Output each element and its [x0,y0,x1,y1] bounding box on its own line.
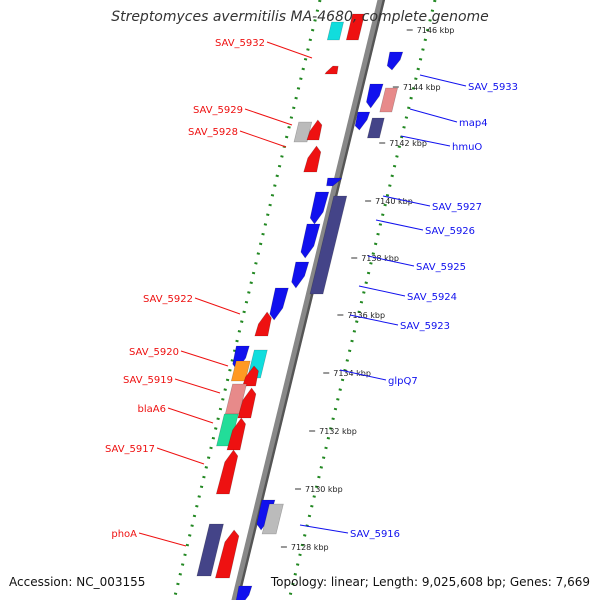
gene-glyph-30 [215,529,240,579]
genome-summary-text: Topology: linear; Length: 9,025,608 bp; … [270,575,590,589]
tick-label-7: 7132 kbp [319,427,357,436]
tick-label-3: 7140 kbp [375,197,413,206]
right-leader-line-5 [367,255,415,267]
gene-glyph-14 [300,223,321,259]
gene-glyph-16 [269,287,289,321]
left-leader-line-8 [138,532,187,547]
gene-label-right-0: SAV_5933 [468,82,518,93]
gene-glyph-5 [379,87,398,113]
gene-label-right-8: glpQ7 [388,376,418,387]
tick-label-8: 7130 kbp [305,485,343,494]
gene-label-right-5: SAV_5925 [416,262,466,273]
gene-glyph-12 [309,191,330,225]
gene-label-right-2: hmuO [452,142,482,153]
tick-label-6: 7134 kbp [333,369,371,378]
gene-glyph-0 [326,21,344,41]
left-leader-line-6 [167,407,214,424]
gene-label-left-5: SAV_5919 [123,375,173,386]
left-leader-line-1 [244,108,293,126]
gene-label-left-2: SAV_5928 [188,127,238,138]
gene-glyph-6 [354,111,371,131]
gene-label-right-7: SAV_5923 [400,321,450,332]
gene-glyph-4 [366,83,384,109]
tick-label-0: 7146 kbp [417,26,455,35]
gene-glyph-29 [196,523,224,577]
gene-glyph-28 [261,503,284,535]
gene-label-left-4: SAV_5920 [129,347,179,358]
accession-text: Accession: NC_003155 [9,575,146,589]
left-leader-line-4 [180,350,229,367]
map-title: Streptomyces avermitilis MA-4680, comple… [111,9,489,25]
gene-glyph-3 [386,51,404,71]
gene-label-right-4: SAV_5926 [425,226,475,237]
right-leader-line-7 [349,314,399,326]
right-leader-line-4 [375,219,424,231]
gene-label-left-8: phoA [111,529,137,540]
gene-glyph-11 [326,177,343,187]
right-leader-line-8 [339,369,387,381]
gene-label-right-1: map4 [459,118,488,129]
gene-label-left-0: SAV_5932 [215,38,265,49]
tick-label-1: 7144 kbp [403,83,441,92]
gene-glyph-2 [324,65,339,75]
gene-label-right-6: SAV_5924 [407,292,457,303]
gene-label-left-1: SAV_5929 [193,105,243,116]
gene-label-left-7: SAV_5917 [105,444,155,455]
gene-label-right-9: SAV_5916 [350,529,400,540]
gene-glyph-9 [306,119,323,141]
left-leader-line-2 [239,130,287,148]
gene-glyph-13 [309,195,348,295]
left-leader-line-3 [194,297,241,315]
gene-glyph-1 [345,13,365,41]
gene-glyph-17 [254,311,272,337]
sequence-backbone [230,0,383,604]
right-leader-line-0 [419,74,467,87]
gene-glyph-26 [215,449,239,495]
left-dotted-guide [172,0,322,601]
gene-glyph-31 [235,585,253,604]
gene-glyph-8 [293,121,313,143]
gene-label-left-3: SAV_5922 [143,294,193,305]
gene-glyph-23 [237,387,257,419]
right-leader-line-6 [358,285,406,297]
left-leader-line-0 [266,41,313,59]
gene-label-left-6: blaA6 [138,404,166,415]
right-leader-line-3 [382,195,431,207]
tick-label-2: 7142 kbp [389,139,427,148]
left-leader-line-5 [174,378,221,394]
left-leader-line-7 [156,447,205,465]
right-leader-line-1 [409,108,458,123]
right-leader-line-2 [400,135,451,147]
gene-glyph-10 [303,145,322,173]
gene-glyph-15 [291,261,310,289]
right-leader-line-9 [299,524,349,534]
tick-label-9: 7128 kbp [291,543,329,552]
gene-glyph-21 [242,365,259,387]
tick-label-5: 7136 kbp [347,311,385,320]
gene-label-right-3: SAV_5927 [432,202,482,213]
gene-glyph-7 [367,117,385,139]
